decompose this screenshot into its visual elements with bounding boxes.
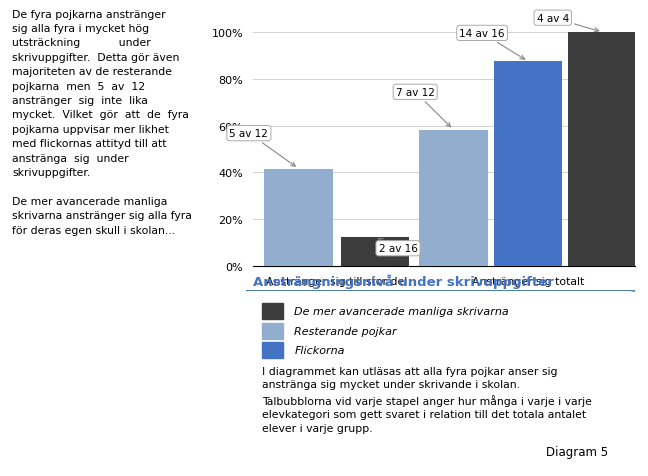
Text: Flickorna: Flickorna [294,345,345,355]
Text: I diagrammet kan utläsas att alla fyra pojkar anser sig
anstränga sig mycket und: I diagrammet kan utläsas att alla fyra p… [262,366,592,433]
Text: De mer avancerade manliga skrivarna: De mer avancerade manliga skrivarna [294,307,509,317]
Text: 7 av 12: 7 av 12 [396,88,450,128]
Bar [341,238,410,267]
Bar [262,323,283,339]
Bar [262,304,283,319]
Text: 2 av 16: 2 av 16 [378,239,417,254]
Bar [264,169,333,267]
Text: 4 av 4: 4 av 4 [537,14,599,33]
Text: De fyra pojkarna anstränger
sig alla fyra i mycket hög
utsträckning           un: De fyra pojkarna anstränger sig alla fyr… [12,10,192,235]
Text: Diagram 5: Diagram 5 [546,445,608,458]
Text: Resterande pojkar: Resterande pojkar [294,326,397,336]
Text: 14 av 16: 14 av 16 [459,29,525,60]
Text: Ansträngningsnivå under skrivuppgifter: Ansträngningsnivå under skrivuppgifter [253,274,553,288]
Bar [494,62,562,267]
Bar [419,130,488,267]
Text: 5 av 12: 5 av 12 [229,129,295,167]
Bar [568,33,637,267]
Bar [262,342,283,358]
FancyBboxPatch shape [238,290,639,468]
